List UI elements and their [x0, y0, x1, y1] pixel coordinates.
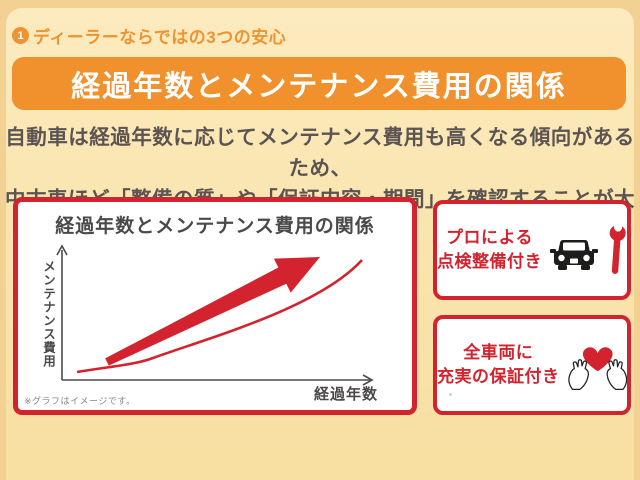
wrench-icon — [609, 224, 626, 274]
badge-warranty-line-2: 充実の保証付き — [437, 367, 560, 386]
badge-pro-inspection: プロによる 点検整備付き — [433, 200, 631, 300]
kicker-label: ディーラーならではの3つの安心 — [33, 28, 287, 47]
x-axis-label: 経過年数 — [313, 386, 378, 403]
section-kicker: 1 ディーラーならではの3つの安心 — [12, 23, 286, 48]
stray-mark — [449, 393, 452, 396]
intro-line-1: 自動車は経過年数に応じてメンテナンス費用も高くなる傾向があるため、 — [5, 126, 635, 180]
badge-warranty-line-1: 全車両に — [463, 343, 534, 363]
cost-curve — [76, 259, 363, 374]
heart-in-hands-icon — [567, 347, 627, 390]
circled-1-badge: 1 — [12, 27, 29, 44]
trend-arrow-icon — [105, 257, 320, 366]
title-banner: 経過年数とメンテナンス費用の関係 — [12, 57, 626, 110]
chart-plot-area — [56, 244, 374, 386]
page-title: 経過年数とメンテナンス費用の関係 — [71, 70, 567, 103]
car-icon — [550, 240, 598, 270]
chart-title: 経過年数とメンテナンス費用の関係 — [55, 216, 375, 237]
x-axis-arrow-icon — [362, 374, 374, 386]
badge-warranty: 全車両に 充実の保証付き — [433, 315, 631, 415]
y-axis-label: メンテナンス費用 — [41, 260, 55, 368]
y-axis-arrow-icon — [56, 244, 68, 256]
badge-pro-line-1: プロによる — [446, 228, 533, 248]
maintenance-cost-chart: 経過年数とメンテナンス費用の関係 メンテナンス費用 経過年数 ※グラフはイメージ… — [13, 197, 417, 415]
chart-axes — [56, 244, 374, 386]
badge-pro-inspection-text: プロによる 点検整備付き — [437, 226, 542, 274]
badge-pro-line-2: 点検整備付き — [437, 252, 542, 271]
badge-warranty-text: 全車両に 充実の保証付き — [437, 341, 560, 389]
chart-disclaimer: ※グラフはイメージです。 — [24, 396, 136, 406]
